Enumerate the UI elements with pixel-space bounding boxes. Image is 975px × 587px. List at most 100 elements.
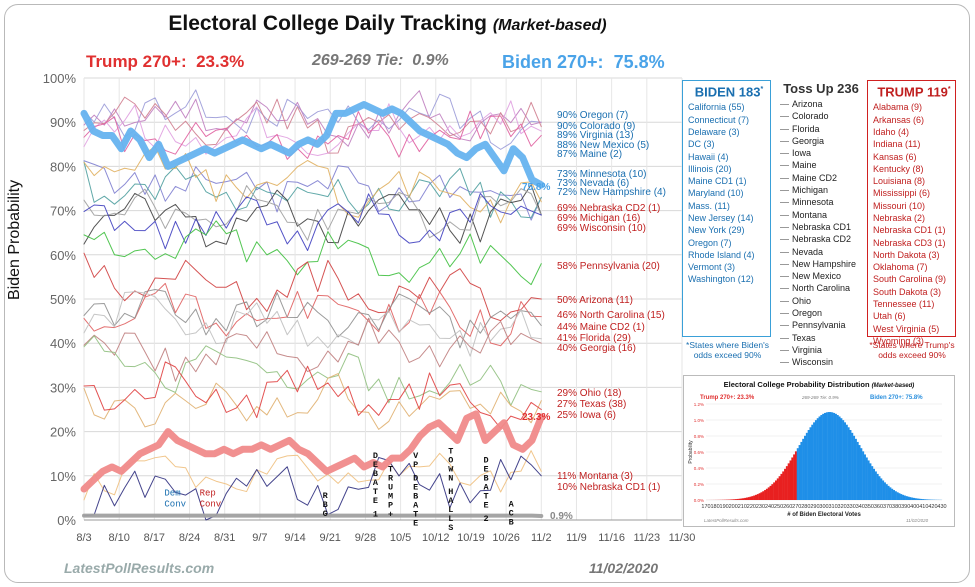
biden-distribution-bar bbox=[822, 413, 825, 500]
biden-distribution-bar bbox=[922, 499, 925, 500]
series-line-arizona bbox=[83, 252, 542, 322]
inset-y-tick: 1.2% bbox=[694, 402, 704, 407]
x-tick-label: 8/3 bbox=[76, 532, 91, 544]
biden-distribution-bar bbox=[804, 435, 807, 500]
trump-distribution-bar bbox=[751, 496, 754, 500]
event-annotation: B bbox=[509, 518, 514, 528]
biden-distribution-bar bbox=[811, 424, 814, 500]
series-line-iowa bbox=[83, 361, 542, 429]
series-line-wisconsin bbox=[83, 192, 542, 252]
inset-x-tick: 230 bbox=[756, 504, 765, 510]
event-annotation: L bbox=[448, 505, 453, 515]
inset-x-tick: 410 bbox=[919, 504, 928, 510]
biden-box-title: BIDEN 183* bbox=[694, 84, 764, 100]
event-annotation: B bbox=[413, 492, 418, 502]
biden-distribution-bar bbox=[887, 485, 890, 500]
inset-y-label: Probability bbox=[688, 440, 694, 464]
biden-distribution-bar bbox=[802, 438, 805, 500]
trump-distribution-bar bbox=[776, 478, 779, 500]
series-line-georgia bbox=[83, 317, 542, 382]
trump-state-item: Idaho (4) bbox=[873, 126, 910, 137]
inset-x-tick: 190 bbox=[720, 504, 729, 510]
tossup-state-item: Minnesota bbox=[778, 196, 864, 208]
series-line-montana bbox=[83, 450, 542, 501]
series-end-label: 69% Michigan (16) bbox=[557, 213, 640, 224]
x-tick-label: 8/10 bbox=[108, 532, 129, 544]
trump-distribution-bar bbox=[742, 498, 745, 500]
trump-distribution-bar bbox=[747, 497, 750, 500]
inset-x-tick: 260 bbox=[783, 504, 792, 510]
biden-distribution-bar bbox=[880, 478, 883, 500]
series-line-maine-cd2 bbox=[83, 289, 542, 349]
series-end-label: 11% Montana (3) bbox=[557, 471, 633, 482]
biden-distribution-bar bbox=[874, 471, 877, 500]
x-tick-label: 11/16 bbox=[598, 532, 625, 544]
inset-x-tick: 390 bbox=[901, 504, 910, 510]
trump-distribution-bar bbox=[756, 494, 759, 500]
x-tick-label: 8/17 bbox=[144, 532, 165, 544]
trump-state-item: West Virginia (5) bbox=[873, 323, 940, 334]
biden-state-item: Oregon (7) bbox=[688, 237, 732, 248]
inset-x-tick: 430 bbox=[937, 504, 946, 510]
biden-distribution-bar bbox=[854, 438, 857, 500]
event-annotation: D bbox=[373, 451, 378, 461]
biden-distribution-bar bbox=[900, 494, 903, 500]
trump-distribution-bar bbox=[767, 487, 770, 500]
event-annotation: P bbox=[388, 500, 393, 510]
biden-distribution-bar bbox=[927, 499, 930, 500]
biden-state-item: Hawaii (4) bbox=[688, 151, 729, 162]
trump-distribution-bar bbox=[771, 484, 774, 500]
inset-x-tick: 290 bbox=[810, 504, 819, 510]
biden-distribution-bar bbox=[858, 445, 861, 500]
tossup-state-item: Michigan bbox=[778, 184, 864, 196]
series-line-minnesota bbox=[83, 160, 542, 221]
inset-x-tick: 280 bbox=[801, 504, 810, 510]
series-end-label: 40% Georgia (16) bbox=[557, 343, 636, 354]
tossup-state-item: Virginia bbox=[778, 344, 864, 356]
trump-distribution-bar bbox=[785, 466, 788, 500]
event-annotation: A bbox=[509, 500, 515, 510]
biden-distribution-bar bbox=[814, 420, 817, 500]
biden-state-item: New York (29) bbox=[688, 225, 745, 236]
series-line-colorado bbox=[83, 90, 542, 147]
trump-distribution-bar bbox=[731, 499, 734, 500]
trump-state-item: North Dakota (3) bbox=[873, 249, 940, 260]
biden-distribution-bar bbox=[920, 498, 923, 500]
series-end-label: 0.9% bbox=[550, 511, 573, 522]
event-annotation: B bbox=[483, 474, 488, 484]
x-tick-label: 10/5 bbox=[390, 532, 411, 544]
x-tick-label: 9/7 bbox=[252, 532, 267, 544]
inset-tie-label: 269-269 Tie: 0.9% bbox=[801, 395, 839, 400]
tossup-state-item: Nebraska CD1 bbox=[778, 221, 864, 233]
biden-distribution-bar bbox=[843, 422, 846, 500]
trump-distribution-bar bbox=[745, 497, 748, 500]
event-annotation: A bbox=[448, 496, 454, 506]
series-end-label: 75.8% bbox=[522, 182, 550, 193]
tossup-state-item: Florida bbox=[778, 123, 864, 135]
trump-distribution-bar bbox=[749, 496, 752, 500]
trump-state-item: Mississippi (6) bbox=[873, 188, 931, 199]
series-end-label: 25% Iowa (6) bbox=[557, 410, 616, 421]
biden-distribution-bar bbox=[918, 498, 921, 500]
inset-title: Electoral College Probability Distributi… bbox=[724, 380, 915, 389]
y-tick-label: 60% bbox=[50, 248, 76, 263]
inset-title-suffix: (Market-based) bbox=[872, 383, 915, 389]
trump-state-item: Arkansas (6) bbox=[873, 114, 925, 125]
inset-x-tick: 200 bbox=[729, 504, 738, 510]
trump-state-item: Kansas (6) bbox=[873, 151, 917, 162]
event-annotation: E bbox=[483, 465, 488, 475]
biden-state-item: Delaware (3) bbox=[688, 126, 740, 137]
biden-distribution-bar bbox=[813, 422, 816, 500]
biden-distribution-bar bbox=[923, 499, 926, 500]
y-tick-label: 70% bbox=[50, 204, 76, 219]
inset-footer-date: 11/02/2020 bbox=[906, 518, 929, 523]
footer-date: 11/02/2020 bbox=[589, 560, 659, 576]
biden-distribution-bar bbox=[902, 494, 905, 500]
event-annotation: T bbox=[373, 487, 378, 497]
event-annotation: T bbox=[483, 492, 488, 502]
trump-state-item: Kentucky (8) bbox=[873, 163, 924, 174]
biden-distribution-bar bbox=[833, 412, 836, 500]
biden-distribution-bar bbox=[834, 413, 837, 500]
biden-distribution-bar bbox=[805, 432, 808, 500]
biden-states-box: BIDEN 183* California (55) Connecticut (7… bbox=[682, 80, 771, 337]
